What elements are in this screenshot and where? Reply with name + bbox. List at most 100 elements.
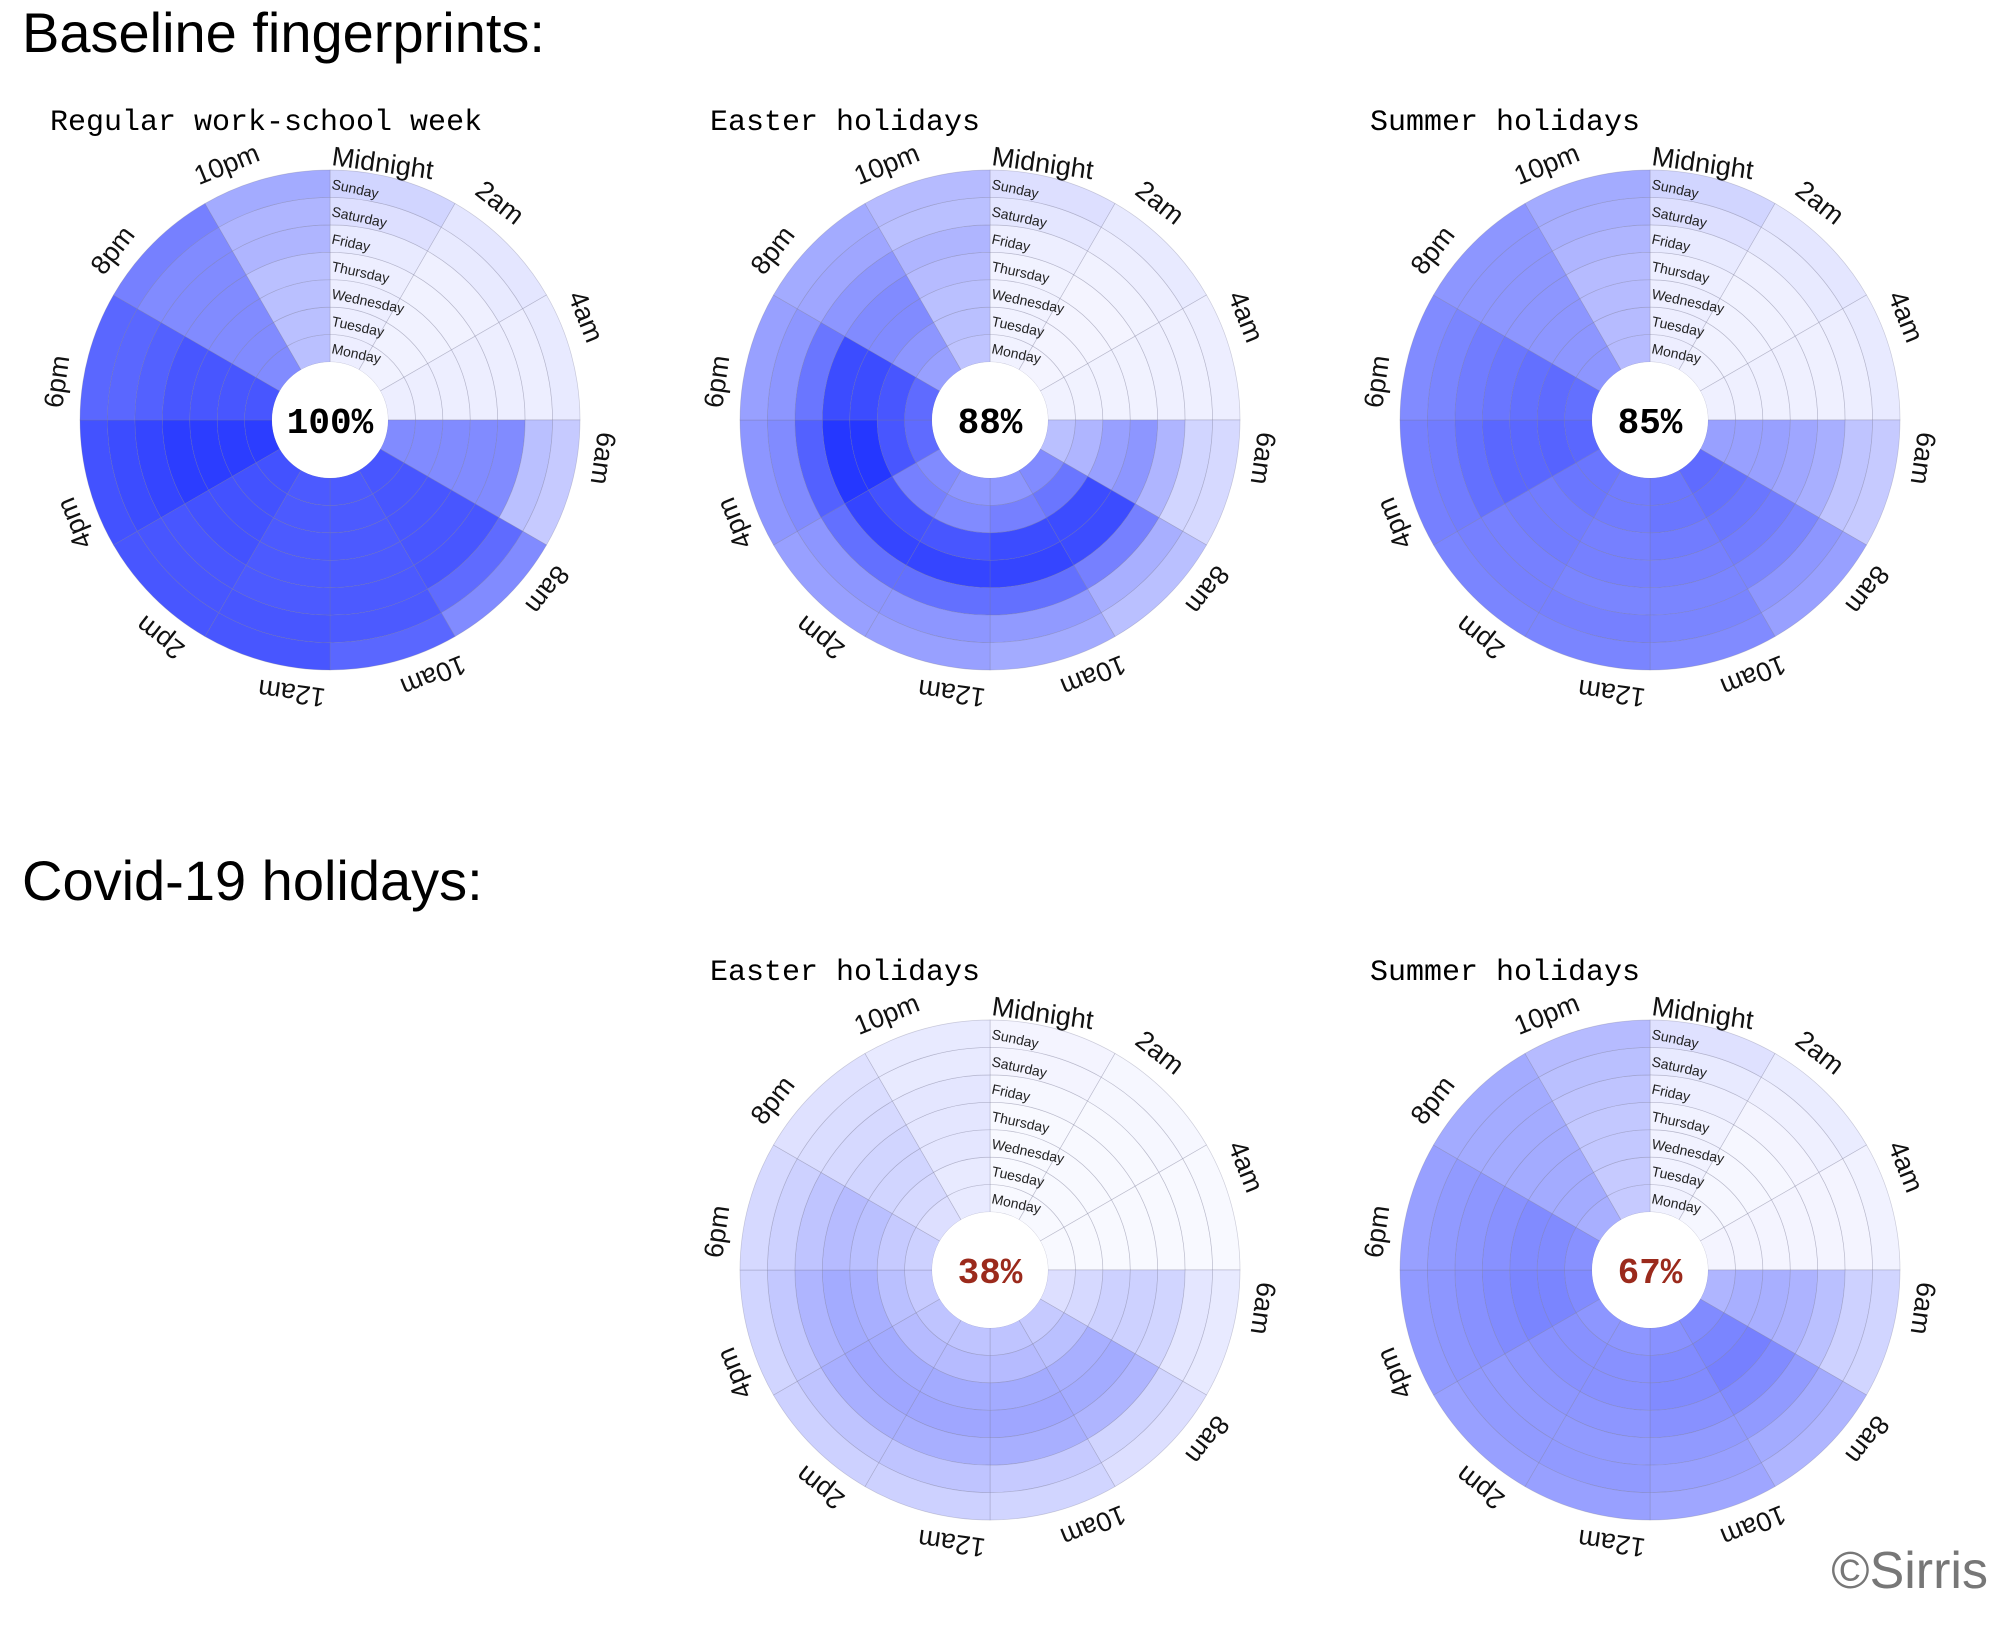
heatmap-cell — [1747, 1367, 1844, 1464]
heatmap-cell — [1593, 493, 1651, 534]
hour-label: 4am — [1222, 287, 1269, 347]
heatmap-cell — [1593, 1343, 1651, 1384]
center-hole — [272, 362, 388, 478]
heatmap-cell — [218, 588, 331, 643]
hour-label: 12am — [1576, 674, 1647, 713]
hour-label: 6pm — [1358, 354, 1395, 410]
heatmap-cell — [933, 306, 991, 347]
heatmap-cell — [1593, 1156, 1651, 1197]
heatmap-cell — [1456, 1367, 1553, 1464]
heatmap-cell — [1456, 226, 1553, 323]
hour-label: 4pm — [711, 493, 758, 553]
chart-3: Summer holidays85%MondayTuesdayWednesday… — [1358, 106, 1941, 713]
heatmap-cell — [1579, 279, 1651, 323]
heatmap-cell — [878, 1047, 991, 1102]
day-label: Friday — [1650, 231, 1691, 255]
hour-label: 6am — [1905, 1280, 1942, 1336]
chart-title: Easter holidays — [710, 956, 980, 990]
hour-label: 4pm — [51, 493, 98, 553]
day-label: Friday — [330, 231, 371, 255]
hour-label: 12am — [916, 1524, 987, 1563]
heatmap-cells — [79, 169, 581, 671]
hour-label: 4pm — [1371, 493, 1418, 553]
center-hole — [1592, 1212, 1708, 1328]
heatmap-cell — [329, 197, 442, 252]
hour-label: 4pm — [1371, 1343, 1418, 1403]
radial-charts: Regular work-school week100%MondayTuesda… — [38, 106, 1941, 1563]
heatmap-cell — [231, 321, 288, 378]
heatmap-cells — [1399, 169, 1901, 671]
center-hole — [932, 1212, 1048, 1328]
heatmap-cell — [1538, 1047, 1651, 1102]
heatmap-cell — [919, 1129, 991, 1173]
hour-label: 4am — [1882, 287, 1929, 347]
heatmap-cell — [273, 306, 331, 347]
heatmap-cell — [1649, 306, 1707, 347]
copyright-text: ©Sirris — [1831, 1542, 1988, 1600]
chart-title: Summer holidays — [1370, 956, 1640, 990]
heatmap-cell — [1087, 1076, 1184, 1173]
hour-label: 12am — [256, 674, 327, 713]
heatmap-cells — [739, 1019, 1241, 1521]
heatmap-cell — [796, 1367, 893, 1464]
heatmap-cell — [919, 517, 991, 561]
heatmap-cell — [1538, 197, 1651, 252]
day-label: Friday — [990, 231, 1031, 255]
heatmap-cell — [1747, 1076, 1844, 1173]
heatmap-cell — [372, 462, 429, 519]
heatmap-cell — [1593, 306, 1651, 347]
heatmap-cell — [864, 169, 991, 228]
heatmap-cell — [891, 462, 948, 519]
hour-label: 6am — [1245, 1280, 1282, 1336]
heatmap-cell — [218, 197, 331, 252]
chart-title: Easter holidays — [710, 106, 980, 140]
center-percentage: 38% — [958, 1253, 1023, 1294]
heatmap-cell — [245, 541, 331, 589]
hour-label: 6am — [585, 430, 622, 486]
day-label: Friday — [1650, 1081, 1691, 1105]
heatmap-cell — [1087, 1367, 1184, 1464]
heatmap-cell — [245, 251, 331, 299]
hour-label: 4am — [1222, 1137, 1269, 1197]
hour-label: 6pm — [1358, 1204, 1395, 1260]
heatmap-cell — [1565, 1101, 1651, 1149]
hour-label: 4am — [1882, 1137, 1929, 1197]
hour-label: 6pm — [38, 354, 75, 410]
heatmap-cell — [905, 1101, 991, 1149]
center-percentage: 85% — [1618, 403, 1683, 444]
hour-label: 12am — [916, 674, 987, 713]
heatmap-cell — [1087, 517, 1184, 614]
heatmap-cell — [1579, 1129, 1651, 1173]
center-percentage: 67% — [1618, 1253, 1683, 1294]
heatmap-cell — [1723, 1269, 1764, 1327]
heatmap-cell — [919, 1367, 991, 1411]
heatmap-cell — [989, 1156, 1047, 1197]
hour-label: 4pm — [711, 1343, 758, 1403]
heatmap-cell — [933, 1156, 991, 1197]
heatmap-cells — [739, 169, 1241, 671]
day-label: Friday — [990, 1081, 1031, 1105]
center-hole — [932, 362, 1048, 478]
heatmap-cell — [1063, 1269, 1104, 1327]
hour-label: 6pm — [698, 354, 735, 410]
chart-4: Easter holidays38%MondayTuesdayWednesday… — [698, 956, 1281, 1563]
heatmap-cell — [1692, 321, 1749, 378]
heatmap-cell — [259, 279, 331, 323]
chart-title: Summer holidays — [1370, 106, 1640, 140]
heatmap-cell — [1565, 251, 1651, 299]
center-percentage: 88% — [958, 403, 1023, 444]
heatmap-cell — [107, 308, 162, 421]
hour-label: 6pm — [698, 1204, 735, 1260]
heatmap-cell — [919, 279, 991, 323]
hour-label: 6am — [1245, 430, 1282, 486]
heatmap-cell — [878, 197, 991, 252]
heatmap-cells — [1399, 1019, 1901, 1521]
hour-label: 6am — [1905, 430, 1942, 486]
heatmap-cell — [1427, 308, 1482, 421]
center-hole — [1592, 362, 1708, 478]
heatmap-cell — [767, 308, 822, 421]
heatmap-cell — [372, 321, 429, 378]
heatmap-cell — [1536, 1213, 1577, 1271]
center-percentage: 100% — [287, 403, 374, 444]
